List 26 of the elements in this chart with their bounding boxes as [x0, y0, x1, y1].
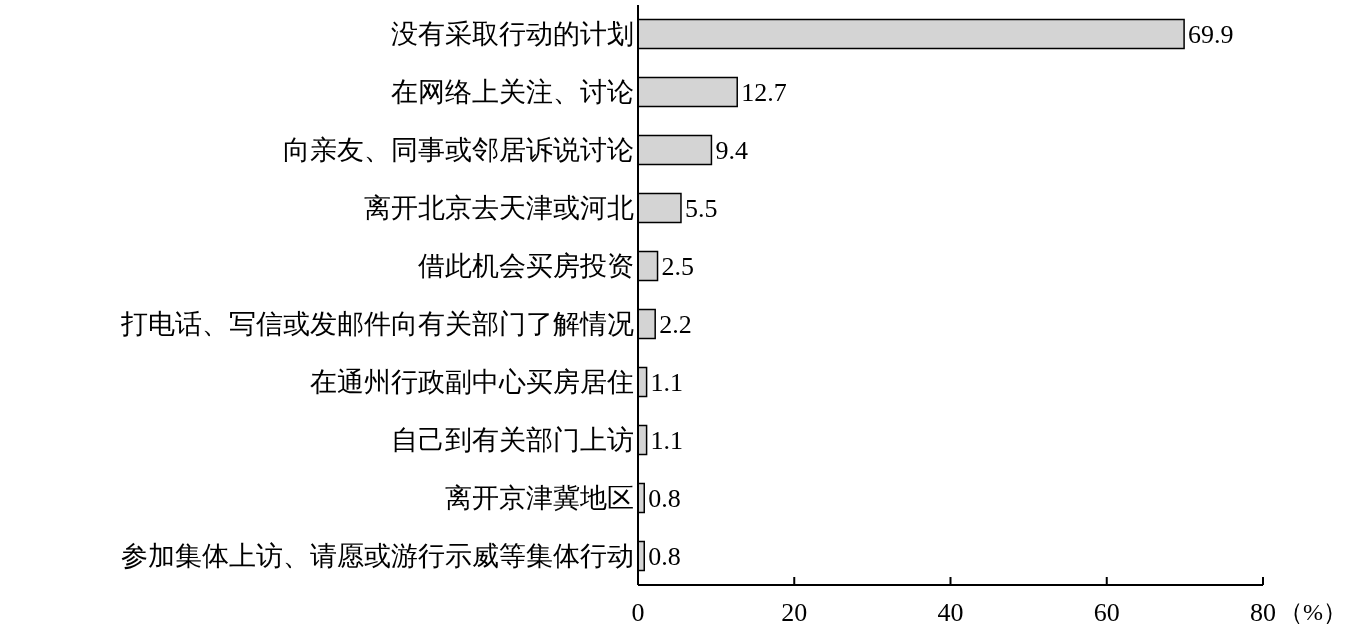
- y-tick-label: 参加集体上访、请愿或游行示威等集体行动: [121, 541, 634, 571]
- x-tick-label: 80: [1250, 597, 1276, 627]
- x-tick-label: 60: [1093, 597, 1120, 627]
- y-tick-label: 没有采取行动的计划: [391, 19, 634, 49]
- y-tick-label: 在网络上关注、讨论: [391, 77, 634, 107]
- data-label: 69.9: [1188, 19, 1234, 49]
- data-label: 1.1: [650, 367, 684, 397]
- y-tick-label: 自己到有关部门上访: [391, 425, 634, 455]
- x-axis-title: （%）: [1279, 599, 1347, 625]
- data-label: 2.5: [661, 251, 695, 281]
- y-tick-label: 离开北京去天津或河北: [364, 193, 634, 223]
- y-tick-label: 打电话、写信或发邮件向有关部门了解情况: [120, 309, 634, 339]
- data-label: 2.2: [659, 309, 692, 339]
- x-tick-label: 40: [937, 597, 964, 627]
- y-tick-label: 离开京津冀地区: [445, 483, 634, 513]
- x-tick-label: 0: [631, 597, 645, 627]
- data-label: 0.8: [648, 541, 681, 571]
- x-tick-label: 20: [781, 597, 808, 627]
- data-label: 1.1: [650, 425, 684, 455]
- data-label: 9.4: [715, 135, 748, 165]
- y-tick-label: 借此机会买房投资: [418, 251, 634, 281]
- data-label: 12.7: [741, 77, 787, 107]
- data-label: 5.5: [684, 193, 718, 223]
- y-tick-label: 在通州行政副中心买房居住: [310, 367, 634, 397]
- y-tick-label: 向亲友、同事或邻居诉说讨论: [283, 135, 634, 165]
- data-label: 0.8: [648, 483, 681, 513]
